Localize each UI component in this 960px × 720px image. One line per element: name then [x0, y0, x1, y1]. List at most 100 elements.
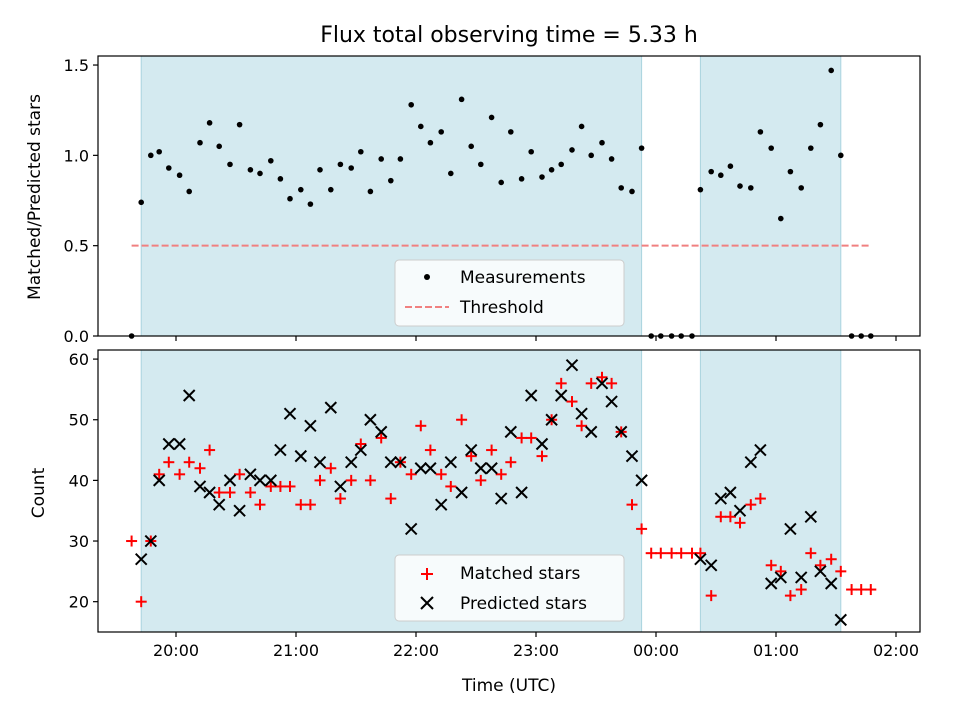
predicted-star-point	[324, 401, 338, 414]
ratio-axes-frame	[97, 55, 921, 337]
measurement-point	[528, 148, 534, 155]
measurement-point	[268, 157, 274, 164]
count-y-tick-label: 20	[69, 593, 89, 612]
predicted-star-point	[404, 522, 418, 536]
ratio-y-tick-label: 0.0	[64, 327, 89, 346]
x-tick-label: 22:00	[393, 641, 439, 660]
predicted-star-point	[584, 425, 598, 439]
matched-star-point	[805, 547, 817, 559]
matched-star-point	[304, 499, 316, 511]
x-tick-label: 23:00	[513, 641, 559, 660]
predicted-star-point	[212, 498, 226, 511]
predicted-star-point	[614, 425, 628, 439]
matched-star-point	[234, 468, 246, 480]
measurement-point	[768, 145, 774, 151]
matched-star-point	[456, 414, 468, 426]
matched-star-point	[424, 444, 436, 456]
matched-star-point	[516, 432, 528, 444]
predicted-star-point	[694, 553, 707, 566]
measurement-point	[737, 183, 743, 189]
measurement-point	[328, 186, 334, 193]
matched-star-point	[274, 480, 286, 492]
predicted-star-point	[364, 413, 377, 426]
measurement-point	[418, 123, 424, 130]
matched-star-point	[865, 584, 877, 596]
matched-star-point	[375, 432, 387, 444]
matched-star-point	[284, 480, 296, 492]
matched-star-point	[596, 371, 608, 383]
matched-star-point	[435, 468, 447, 480]
predicted-star-point	[374, 425, 388, 439]
measurement-point	[548, 167, 555, 173]
predicted-star-point	[424, 462, 437, 475]
measurement-point	[166, 165, 172, 171]
x-tick-label: 01:00	[753, 641, 799, 660]
predicted-star-point	[814, 565, 827, 578]
measurement-point	[578, 123, 585, 130]
measurement-point	[448, 170, 454, 177]
predicted-star-point	[233, 504, 246, 517]
ratio-y-tick-label: 0.5	[64, 237, 89, 256]
measurement-point	[397, 156, 404, 162]
matched-star-point	[814, 559, 826, 571]
predicted-star-point	[283, 407, 297, 420]
matched-star-point	[645, 547, 657, 559]
predicted-star-point	[344, 455, 358, 469]
ratio-legend-box	[394, 259, 625, 327]
matched-star-point	[555, 377, 567, 389]
predicted-star-point	[605, 395, 618, 408]
matched-star-point	[475, 474, 487, 486]
count-points	[126, 358, 877, 627]
predicted-star-point	[223, 474, 237, 487]
matched-star-point	[415, 420, 427, 432]
legend-marker-predicted-stars	[420, 596, 434, 610]
legend-label-threshold: Threshold	[459, 298, 544, 318]
predicted-star-point	[173, 437, 186, 451]
matched-star-point	[765, 559, 777, 571]
measurement-point	[148, 152, 154, 159]
predicted-star-point	[455, 486, 468, 499]
measurement-point	[216, 143, 222, 150]
x-axis-label: Time (UTC)	[461, 676, 556, 696]
predicted-star-point	[474, 462, 488, 475]
matched-star-point	[314, 474, 326, 486]
measurement-point	[508, 129, 514, 135]
matched-star-point	[835, 565, 847, 577]
measurement-point	[277, 176, 284, 182]
x-tick-label: 20:00	[153, 641, 199, 660]
matched-star-point	[265, 480, 277, 492]
measurement-point	[287, 195, 293, 202]
predicted-star-point	[485, 462, 498, 475]
measurement-point	[408, 101, 415, 108]
matched-star-point	[465, 450, 477, 462]
matched-star-point	[334, 493, 346, 505]
matched-star-point	[495, 468, 507, 480]
matched-star-point	[666, 547, 678, 559]
predicted-star-point	[313, 455, 327, 469]
measurement-point	[156, 148, 162, 155]
predicted-star-point	[274, 443, 287, 457]
matched-star-point	[126, 535, 138, 547]
predicted-star-point	[264, 474, 278, 487]
measurement-point	[247, 167, 254, 173]
predicted-star-point	[384, 455, 398, 469]
matched-star-point	[784, 590, 796, 602]
measurement-point	[798, 185, 804, 191]
matched-star-point	[445, 480, 457, 492]
matched-star-point	[606, 377, 618, 389]
measurement-point	[778, 215, 784, 222]
matched-star-point	[525, 432, 537, 444]
predicted-star-point	[545, 413, 558, 426]
measurement-point	[317, 167, 323, 173]
predicted-star-point	[464, 443, 478, 457]
measurement-point	[337, 161, 344, 168]
predicted-star-point	[824, 577, 838, 590]
matched-star-point	[715, 511, 727, 523]
count-y-tick-label: 40	[69, 471, 89, 490]
matched-star-point	[213, 487, 225, 499]
predicted-star-point	[152, 474, 166, 487]
measurement-point	[588, 152, 594, 159]
measurement-point	[748, 185, 754, 191]
count-legend-box	[394, 554, 625, 622]
count-panel: 20 30 40 50 60 20:00 21:00 22:00 23:00 00:00 01:00…	[29, 349, 921, 660]
